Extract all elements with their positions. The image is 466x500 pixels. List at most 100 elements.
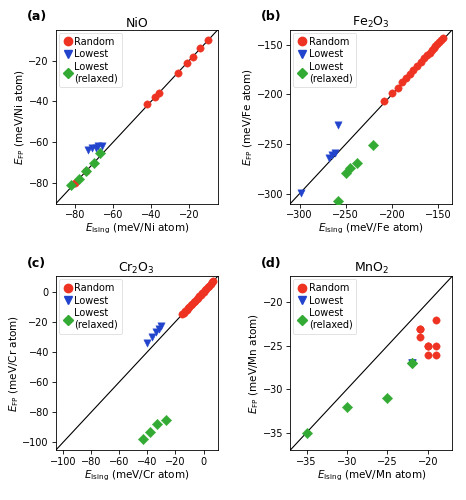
Point bbox=[144, 339, 151, 347]
Point bbox=[408, 359, 415, 367]
Point bbox=[192, 296, 199, 304]
Legend: Random, Lowest, Lowest
(relaxed): Random, Lowest, Lowest (relaxed) bbox=[293, 33, 356, 87]
Point bbox=[417, 58, 425, 66]
Point bbox=[200, 288, 207, 296]
Point bbox=[174, 69, 181, 77]
Point bbox=[408, 359, 415, 367]
Point bbox=[90, 158, 98, 166]
Point bbox=[428, 46, 435, 54]
Point bbox=[189, 300, 196, 308]
Point bbox=[89, 144, 96, 152]
Point bbox=[201, 286, 209, 294]
Point bbox=[384, 394, 391, 402]
Point bbox=[151, 94, 158, 102]
Point bbox=[408, 359, 415, 367]
Text: (c): (c) bbox=[27, 256, 46, 270]
Text: (d): (d) bbox=[261, 256, 282, 270]
Point bbox=[432, 350, 439, 358]
Point bbox=[424, 350, 432, 358]
Point bbox=[328, 151, 336, 159]
Point bbox=[424, 342, 432, 350]
Point bbox=[187, 301, 195, 309]
Point bbox=[433, 40, 441, 48]
Point bbox=[199, 289, 206, 297]
Point bbox=[369, 141, 377, 149]
Point bbox=[432, 42, 439, 50]
Point bbox=[426, 49, 433, 57]
Point bbox=[210, 277, 217, 285]
Y-axis label: $E_{\mathsf{FP}}$ (meV/Cr atom): $E_{\mathsf{FP}}$ (meV/Cr atom) bbox=[7, 315, 21, 412]
Point bbox=[421, 54, 428, 62]
Point bbox=[424, 342, 432, 350]
Point bbox=[394, 84, 401, 92]
Point bbox=[343, 402, 350, 410]
Point bbox=[347, 164, 354, 172]
Point bbox=[194, 294, 202, 302]
Point bbox=[94, 142, 102, 150]
Point bbox=[162, 416, 169, 424]
Point bbox=[408, 359, 415, 367]
Point bbox=[148, 333, 155, 341]
Point bbox=[179, 310, 186, 318]
Point bbox=[92, 144, 100, 152]
Point bbox=[186, 302, 193, 310]
Point bbox=[82, 167, 90, 175]
Point bbox=[208, 278, 216, 286]
Point bbox=[416, 324, 424, 332]
Point bbox=[207, 280, 214, 288]
Point bbox=[158, 322, 165, 330]
Point bbox=[380, 98, 387, 106]
Point bbox=[182, 307, 189, 315]
Point bbox=[196, 292, 203, 300]
Y-axis label: $E_{\mathsf{FP}}$ (meV/Mn atom): $E_{\mathsf{FP}}$ (meV/Mn atom) bbox=[248, 313, 261, 414]
Legend: Random, Lowest, Lowest
(relaxed): Random, Lowest, Lowest (relaxed) bbox=[59, 33, 122, 87]
Point bbox=[155, 90, 162, 98]
Point bbox=[432, 342, 439, 350]
Point bbox=[413, 62, 421, 70]
Point bbox=[152, 328, 159, 336]
Point bbox=[180, 308, 188, 316]
Point bbox=[189, 52, 197, 60]
Point bbox=[398, 78, 406, 86]
Point bbox=[205, 36, 212, 44]
Point bbox=[68, 181, 75, 189]
Y-axis label: $E_{\mathsf{FP}}$ (meV/Ni atom): $E_{\mathsf{FP}}$ (meV/Ni atom) bbox=[14, 69, 27, 164]
Point bbox=[146, 428, 154, 436]
Point bbox=[430, 44, 437, 52]
Point bbox=[303, 428, 310, 436]
Point bbox=[331, 149, 338, 157]
Point bbox=[98, 142, 105, 150]
Point bbox=[406, 70, 413, 78]
Point bbox=[432, 316, 439, 324]
Point bbox=[155, 326, 162, 334]
Point bbox=[190, 298, 198, 306]
Title: Fe$_2$O$_3$: Fe$_2$O$_3$ bbox=[352, 15, 390, 30]
Point bbox=[204, 283, 212, 291]
Point bbox=[297, 188, 304, 196]
Legend: Random, Lowest, Lowest
(relaxed): Random, Lowest, Lowest (relaxed) bbox=[59, 280, 122, 334]
Point bbox=[183, 306, 191, 314]
Legend: Random, Lowest, Lowest
(relaxed): Random, Lowest, Lowest (relaxed) bbox=[293, 280, 356, 334]
Point bbox=[193, 295, 200, 303]
X-axis label: $E_{\mathsf{Ising}}$ (meV/Ni atom): $E_{\mathsf{Ising}}$ (meV/Ni atom) bbox=[84, 222, 189, 236]
Point bbox=[185, 304, 192, 312]
Point bbox=[353, 159, 361, 167]
Title: NiO: NiO bbox=[125, 17, 148, 30]
Point bbox=[423, 51, 431, 59]
Point bbox=[184, 58, 191, 66]
Point bbox=[82, 167, 90, 175]
Point bbox=[388, 90, 396, 98]
Point bbox=[410, 66, 417, 74]
Point bbox=[416, 333, 424, 341]
X-axis label: $E_{\mathsf{Ising}}$ (meV/Mn atom): $E_{\mathsf{Ising}}$ (meV/Mn atom) bbox=[316, 468, 426, 482]
Point bbox=[71, 179, 79, 187]
Point bbox=[437, 36, 445, 44]
Point bbox=[203, 284, 210, 292]
Point bbox=[325, 154, 333, 162]
X-axis label: $E_{\mathsf{Ising}}$ (meV/Cr atom): $E_{\mathsf{Ising}}$ (meV/Cr atom) bbox=[84, 468, 189, 482]
Point bbox=[416, 324, 424, 332]
Point bbox=[139, 436, 147, 444]
Point bbox=[439, 34, 446, 42]
Point bbox=[96, 148, 103, 156]
Point bbox=[435, 38, 443, 46]
